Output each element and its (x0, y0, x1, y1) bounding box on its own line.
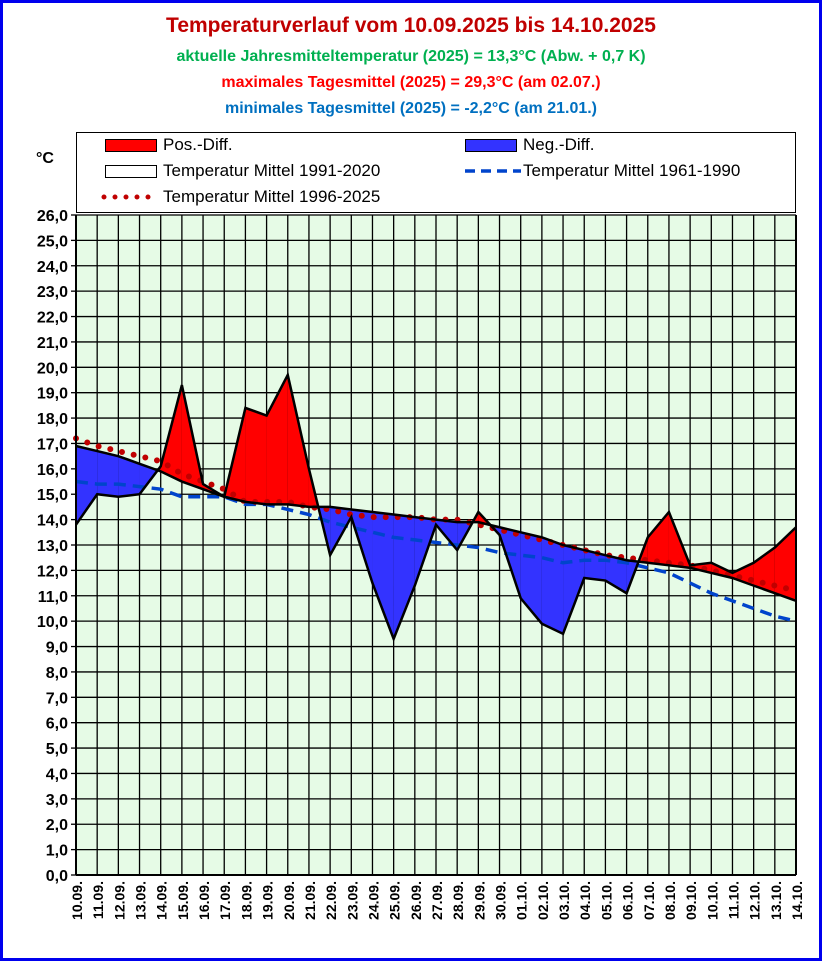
x-tick-label: 27.09. (429, 881, 445, 920)
neg-diff-area (563, 545, 585, 634)
y-tick-label: 8,0 (46, 665, 68, 682)
x-tick-label: 10.10. (704, 881, 720, 920)
x-tick-label: 14.09. (154, 881, 170, 920)
x-tick-label: 10.09. (69, 881, 85, 920)
y-tick-label: 0,0 (46, 868, 68, 885)
neg-diff-area (76, 446, 98, 525)
legend-label: Temperatur Mittel 1961-1990 (523, 161, 741, 180)
max-daily-mean-text: maximales Tagesmittel (2025) = 29,3°C (a… (221, 74, 601, 91)
x-tick-label: 12.09. (111, 881, 127, 920)
y-tick-label: 16,0 (37, 462, 68, 479)
x-tick-label: 11.10. (725, 881, 741, 919)
neg-diff-area (541, 537, 564, 634)
x-tick-label: 13.09. (133, 881, 149, 920)
x-tick-label: 07.10. (641, 881, 657, 920)
y-tick-label: 2,0 (46, 817, 68, 834)
y-tick-label: 21,0 (37, 335, 68, 352)
legend-ref9120: Temperatur Mittel 1991-2020 (105, 161, 380, 181)
y-tick-label: 9,0 (46, 640, 68, 657)
x-tick-label: 22.09. (323, 881, 339, 920)
neg-diff-area (605, 555, 627, 594)
y-tick-label: 3,0 (46, 792, 68, 809)
x-tick-label: 12.10. (747, 881, 763, 920)
x-tick-label: 30.09. (493, 881, 509, 920)
neg-diff-area (97, 451, 119, 497)
x-tick-label: 18.09. (238, 881, 254, 920)
x-tick-label: 05.10. (598, 881, 614, 920)
y-tick-label: 20,0 (37, 360, 68, 377)
annual-mean-text: aktuelle Jahresmitteltemperatur (2025) =… (176, 48, 646, 65)
legend: Pos.-Diff. Neg.-Diff. Temperatur Mittel … (76, 132, 796, 213)
y-axis-unit: °C (36, 150, 54, 167)
x-tick-label: 17.09. (217, 881, 233, 920)
legend-swatch-neg (465, 138, 517, 152)
neg-diff-area (584, 550, 606, 581)
legend-swatch-pos (105, 138, 157, 152)
pos-diff-area (774, 527, 796, 601)
x-tick-label: 20.09. (281, 881, 297, 920)
x-tick-label: 06.10. (620, 881, 636, 920)
x-tick-label: 02.10. (535, 881, 551, 920)
y-tick-label: 17,0 (37, 436, 68, 453)
x-tick-label: 13.10. (768, 881, 784, 920)
y-tick-label: 14,0 (37, 513, 68, 530)
y-tick-label: 24,0 (37, 259, 68, 276)
legend-label: Temperatur Mittel 1991-2020 (163, 161, 381, 180)
legend-dash-line (465, 169, 521, 173)
x-tick-label: 08.10. (662, 881, 678, 920)
y-tick-label: 18,0 (37, 411, 68, 428)
neg-diff-area (372, 512, 394, 639)
x-tick-label: 03.10. (556, 881, 572, 920)
x-tick-label: 04.10. (577, 881, 593, 920)
y-tick-label: 13,0 (37, 538, 68, 555)
x-tick-label: 23.09. (344, 881, 360, 920)
x-tick-label: 16.09. (196, 881, 212, 920)
pos-diff-area (647, 512, 669, 566)
x-tick-label: 01.10. (514, 881, 530, 920)
x-tick-label: 25.09. (387, 881, 403, 920)
chart-title: Temperaturverlauf vom 10.09.2025 bis 14.… (166, 14, 656, 37)
legend-ref9625: Temperatur Mittel 1996-2025 (101, 187, 380, 207)
legend-label: Neg.-Diff. (523, 135, 595, 154)
y-tick-label: 1,0 (46, 843, 68, 860)
legend-label: Temperatur Mittel 1996-2025 (163, 187, 381, 206)
y-tick-label: 12,0 (37, 563, 68, 580)
series-line-1991-2020 (75, 444, 797, 603)
x-tick-label: 28.09. (450, 881, 466, 920)
legend-dot-line (101, 194, 162, 200)
y-tick-label: 6,0 (46, 716, 68, 733)
x-tick-label: 21.09. (302, 881, 318, 920)
series-line-2025 (74, 371, 797, 643)
legend-label: Pos.-Diff. (163, 135, 233, 154)
y-tick-label: 22,0 (37, 310, 68, 327)
x-tick-label: 24.09. (365, 881, 381, 920)
x-tick-label: 09.10. (683, 881, 699, 920)
pos-diff-area (245, 407, 267, 505)
series-line-1961-1990 (75, 479, 797, 623)
x-tick-label: 14.10. (789, 881, 805, 920)
x-tick-label: 26.09. (408, 881, 424, 920)
neg-diff-area (393, 514, 415, 639)
legend-swatch-ref9120 (105, 164, 157, 178)
legend-pos: Pos.-Diff. (105, 135, 233, 155)
x-tick-label: 15.09. (175, 881, 191, 920)
y-tick-label: 15,0 (37, 487, 68, 504)
min-daily-mean-text: minimales Tagesmittel (2025) = -2,2°C (a… (224, 100, 598, 117)
y-tick-label: 25,0 (37, 233, 68, 250)
y-tick-label: 7,0 (46, 690, 68, 707)
pos-diff-area (287, 374, 309, 507)
y-tick-label: 10,0 (37, 614, 68, 631)
y-tick-label: 26,0 (37, 208, 68, 225)
x-tick-label: 29.09. (471, 881, 487, 920)
y-tick-label: 4,0 (46, 766, 68, 783)
legend-neg: Neg.-Diff. (465, 135, 595, 155)
y-tick-label: 23,0 (37, 284, 68, 301)
legend-ref6190: Temperatur Mittel 1961-1990 (465, 161, 740, 181)
y-tick-label: 11,0 (38, 589, 68, 606)
x-tick-label: 11.09. (90, 881, 106, 919)
y-tick-label: 5,0 (46, 741, 68, 758)
x-tick-label: 19.09. (260, 881, 276, 920)
y-tick-label: 19,0 (37, 386, 68, 403)
